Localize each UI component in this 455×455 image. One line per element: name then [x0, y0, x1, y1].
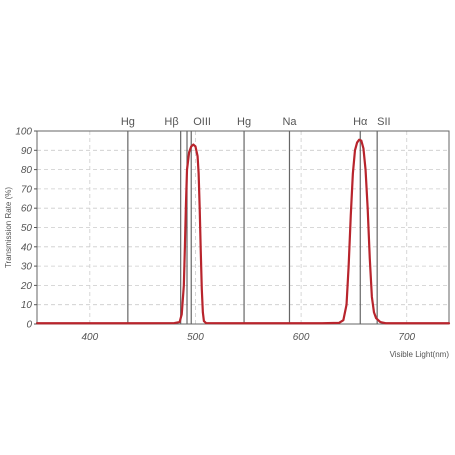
- transmission-curve-layer: [35, 138, 451, 325]
- y-tick-label: 10: [21, 300, 33, 311]
- x-tick-label: 400: [81, 332, 98, 343]
- y-tick-labels: 0 10 20 30 40 50 60 70 80 90 100: [15, 127, 37, 331]
- y-axis-title: Transmission Rate (%): [4, 187, 13, 268]
- y-tick-label: 100: [15, 127, 32, 138]
- y-tick-label: 80: [21, 165, 33, 176]
- grid: [37, 131, 449, 324]
- emission-line-label: SII: [377, 116, 390, 128]
- transmission-curve: [35, 138, 451, 325]
- emission-line-label: Hg: [121, 116, 135, 128]
- y-tick-label: 90: [21, 146, 33, 157]
- x-tick-label: 700: [398, 332, 415, 343]
- emission-line-label: Na: [282, 116, 297, 128]
- y-tick-label: 20: [20, 281, 33, 292]
- y-tick-label: 50: [21, 223, 33, 234]
- emission-line-labels: Hg Hβ OIII Hg Na Hα SII: [121, 116, 391, 128]
- emission-line-label: Hg: [237, 116, 251, 128]
- emission-lines: [127, 131, 378, 324]
- x-tick-label: 500: [187, 332, 204, 343]
- y-tick-label: 0: [26, 320, 32, 331]
- x-axis-title: Visible Light(nm): [390, 350, 450, 359]
- y-tick-label: 60: [21, 204, 33, 215]
- y-tick-label: 30: [21, 262, 33, 273]
- x-tick-label: 600: [293, 332, 310, 343]
- y-tick-label: 70: [21, 184, 33, 195]
- emission-line-label: OIII: [193, 116, 211, 128]
- emission-line-label: Hα: [353, 116, 368, 128]
- x-tick-labels: 400 500 600 700: [81, 332, 415, 343]
- emission-line-label: Hβ: [164, 116, 178, 128]
- y-tick-label: 40: [21, 242, 33, 253]
